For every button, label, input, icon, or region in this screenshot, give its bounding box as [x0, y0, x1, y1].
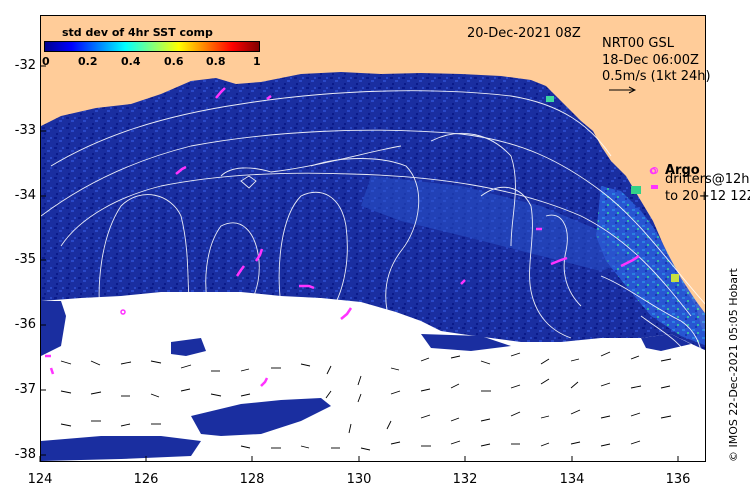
- velocity-scale-label: 0.5m/s (1kt 24h): [602, 69, 711, 84]
- drifters-time-label: to 20+12 12Z: [665, 189, 750, 204]
- colorbar-tick: 1: [253, 55, 261, 68]
- colorbar-tick: 0.4: [121, 55, 141, 68]
- colorbar: [44, 41, 260, 52]
- cloud-blue-patch: [41, 436, 201, 461]
- x-tick-label: 126: [133, 472, 159, 487]
- colorbar-tick: 0.8: [206, 55, 226, 68]
- y-tick-label: -37: [14, 382, 36, 397]
- drifter-tracks: [45, 87, 640, 387]
- cloud-blue-patch: [641, 334, 691, 351]
- date-title: 20-Dec-2021 08Z: [467, 26, 581, 41]
- warm-patch: [546, 96, 554, 102]
- x-tick-label: 124: [27, 472, 53, 487]
- y-tick-label: -36: [14, 317, 36, 332]
- x-tick-label: 134: [559, 472, 585, 487]
- colorbar-title: std dev of 4hr SST comp: [62, 26, 213, 39]
- cloud-white-hole: [689, 376, 705, 390]
- product-time: 18-Dec 06:00Z: [602, 53, 699, 68]
- x-tick-label: 136: [665, 472, 691, 487]
- argo-legend-label: Argo: [665, 163, 700, 178]
- x-tick-label: 130: [346, 472, 372, 487]
- y-tick-label: -35: [14, 252, 36, 267]
- cloud-blue-patch: [421, 334, 511, 351]
- cloud-blue-patch: [191, 398, 331, 436]
- argo-legend-icon: [651, 167, 658, 174]
- colorbar-tick: 0: [42, 55, 50, 68]
- mid-variability-band: [361, 176, 631, 271]
- coastal-variability-band: [596, 186, 705, 346]
- y-tick-label: -38: [14, 447, 36, 462]
- y-tick-label: -32: [14, 58, 36, 73]
- current-vectors: [60, 351, 672, 451]
- product-name: NRT00 GSL: [602, 36, 674, 51]
- x-tick-label: 128: [239, 472, 265, 487]
- cloud-blue-patch: [41, 301, 66, 356]
- sst-map[interactable]: [40, 15, 706, 462]
- cloud-blue-patch: [171, 338, 206, 356]
- y-tick-label: -34: [14, 188, 36, 203]
- drifter-legend-icon: [651, 185, 658, 189]
- y-tick-label: -33: [14, 123, 36, 138]
- credit-label: © IMOS 22-Dec-2021 05:05 Hobart: [727, 268, 740, 462]
- colorbar-tick: 0.2: [78, 55, 98, 68]
- map-canvas: [41, 16, 705, 461]
- warm-patch: [631, 186, 641, 194]
- velocity-scale-arrow: [609, 86, 637, 94]
- warm-patch: [671, 274, 679, 282]
- x-tick-label: 132: [452, 472, 478, 487]
- contour-lines: [41, 90, 705, 362]
- colorbar-tick: 0.6: [164, 55, 184, 68]
- drifters-legend-label: drifters@12h: [665, 172, 750, 187]
